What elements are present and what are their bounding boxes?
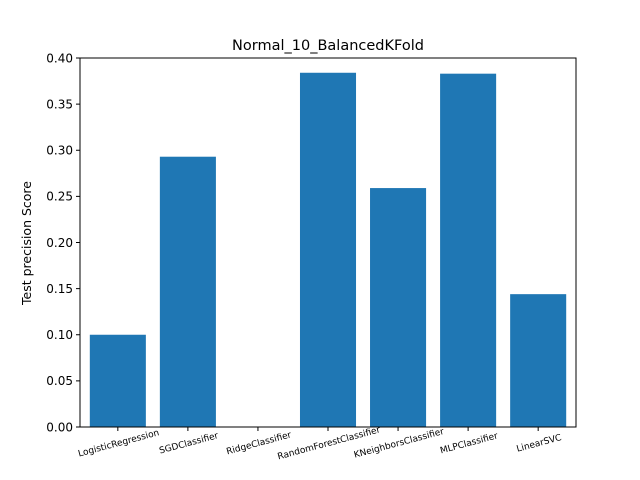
bar-RandomForestClassifier — [299, 72, 357, 427]
x-tick-label: SGDClassifier — [158, 431, 220, 456]
y-tick-label: 0.05 — [46, 374, 73, 388]
y-axis: 0.00 0.05 0.10 0.15 0.20 0.25 0.30 0.35 0.40 — [46, 51, 80, 434]
y-tick-label: 0.25 — [46, 190, 73, 204]
y-axis-label: Test precision Score — [19, 181, 34, 306]
x-tick-label: LogisticRegression — [77, 428, 160, 459]
bars-group — [89, 72, 567, 428]
y-tick-label: 0.40 — [46, 51, 73, 65]
chart-title: Normal_10_BalancedKFold — [232, 38, 424, 54]
bar-KNeighborsClassifier — [370, 188, 427, 427]
bar-SGDClassifier — [159, 156, 216, 427]
y-tick-label: 0.10 — [46, 328, 73, 342]
bar-LinearSVC — [510, 294, 567, 427]
bar-MLPClassifier — [440, 73, 497, 428]
y-tick-label: 0.00 — [46, 420, 73, 434]
y-tick-label: 0.30 — [46, 144, 73, 158]
bar-LogisticRegression — [89, 334, 146, 427]
y-tick-label: 0.15 — [46, 282, 73, 296]
x-tick-label: LinearSVC — [516, 433, 563, 455]
y-tick-label: 0.35 — [46, 97, 73, 111]
x-tick-label: MLPClassifier — [439, 431, 499, 456]
y-tick-label: 0.20 — [46, 236, 73, 250]
plot-frame — [79, 57, 577, 428]
